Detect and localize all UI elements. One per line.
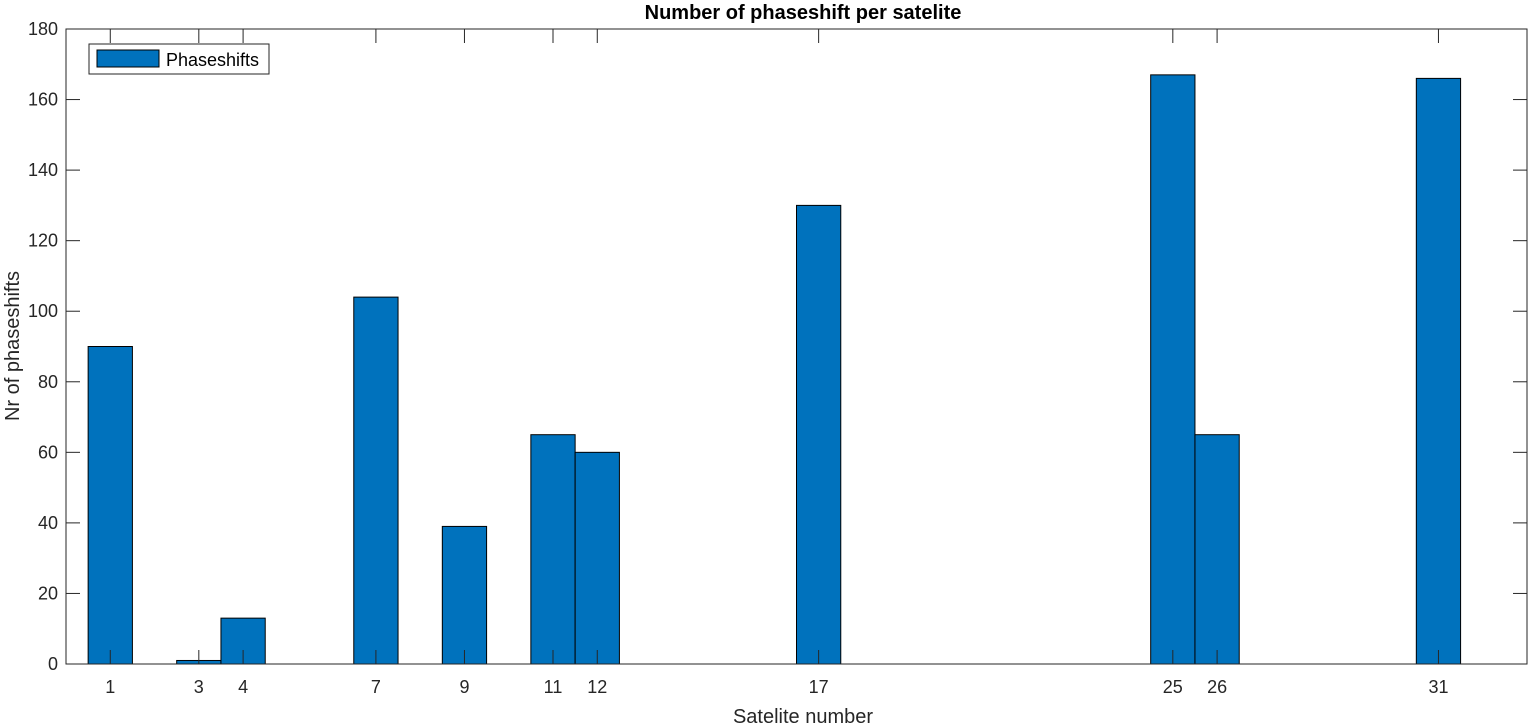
x-axis-label: Satelite number xyxy=(733,706,873,727)
x-tick-label: 31 xyxy=(1428,677,1448,697)
x-tick-label: 25 xyxy=(1163,677,1183,697)
bar-sat-11 xyxy=(530,434,576,665)
bar-sat-26 xyxy=(1194,434,1240,665)
y-tick-label: 80 xyxy=(38,372,58,392)
bar-sat-1 xyxy=(87,346,133,665)
plot-frame xyxy=(65,28,1528,665)
x-tick-label: 11 xyxy=(544,677,563,697)
x-tick-label: 12 xyxy=(587,677,607,697)
x-tick-label: 1 xyxy=(105,677,115,697)
y-tick-label: 160 xyxy=(28,90,58,110)
x-tick-label: 3 xyxy=(194,677,204,697)
legend: Phaseshifts xyxy=(88,43,270,75)
y-tick-label: 180 xyxy=(28,19,58,39)
y-tick-label: 120 xyxy=(28,231,58,251)
legend-swatch xyxy=(96,49,160,68)
x-tick-label: 4 xyxy=(238,677,248,697)
y-tick-label: 0 xyxy=(48,654,58,674)
y-axis-label: Nr of phaseshifts xyxy=(2,271,24,421)
bar-sat-17 xyxy=(796,204,842,665)
y-tick-label: 20 xyxy=(38,583,58,603)
y-tick-label: 100 xyxy=(28,301,58,321)
chart-title: Number of phaseshift per satelite xyxy=(645,2,962,24)
y-tick-label: 140 xyxy=(28,160,58,180)
x-tick-label: 17 xyxy=(809,677,829,697)
bar-sat-7 xyxy=(353,296,399,665)
y-tick-label: 40 xyxy=(38,513,58,533)
bar-sat-25 xyxy=(1150,74,1196,665)
bars-group xyxy=(87,74,1462,665)
x-tick-label: 26 xyxy=(1207,677,1227,697)
bar-sat-12 xyxy=(574,451,620,665)
bar-sat-9 xyxy=(441,525,488,665)
y-ticks-group: 0 20 40 60 80 100 120 140 160 180 xyxy=(28,19,1527,674)
x-tick-label: 7 xyxy=(371,677,381,697)
y-tick-label: 60 xyxy=(38,442,58,462)
x-ticks-group: 1 3 4 7 9 11 12 17 25 26 31 xyxy=(105,29,1448,697)
legend-label: Phaseshifts xyxy=(166,50,259,70)
x-tick-label: 9 xyxy=(459,677,469,697)
bar-sat-31 xyxy=(1415,77,1462,665)
